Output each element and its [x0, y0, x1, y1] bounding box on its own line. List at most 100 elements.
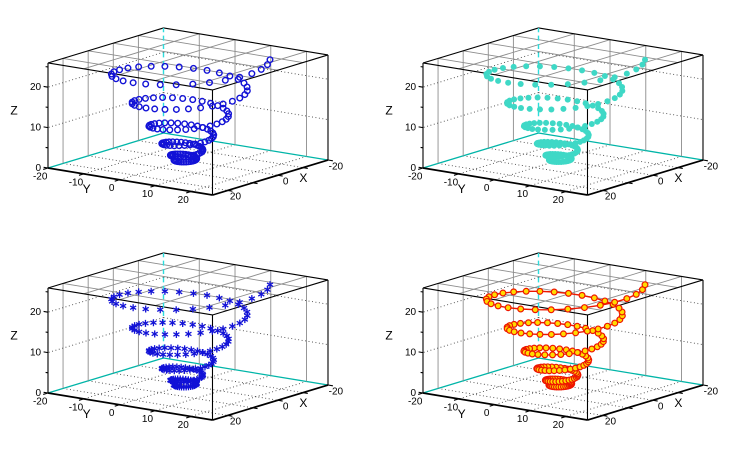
floor-back-edge	[47, 357, 164, 394]
spiral-marker	[526, 105, 533, 112]
y-tick	[150, 185, 156, 188]
y-tick	[525, 410, 531, 413]
spiral-marker	[189, 64, 197, 72]
spiral-marker	[187, 152, 195, 160]
y-tick	[186, 190, 192, 194]
top-grid-line	[155, 45, 271, 82]
top-grid-line	[190, 276, 307, 312]
spiral-marker	[522, 287, 530, 295]
spiral-marker	[159, 320, 166, 325]
spiral-marker	[165, 364, 173, 370]
spiral-marker	[222, 341, 230, 347]
x-tick	[677, 167, 683, 169]
wall-z-grid-line	[47, 51, 164, 88]
x-tick-label: 20	[230, 192, 242, 203]
spiral-marker	[135, 289, 143, 295]
spiral-marker	[495, 77, 502, 84]
spiral-marker	[534, 94, 541, 101]
spiral-marker	[181, 368, 188, 373]
spiral-marker	[543, 119, 550, 126]
spiral-marker	[175, 368, 183, 374]
top-grid-line	[155, 270, 271, 307]
y-tick-label: 10	[517, 414, 529, 425]
floor-grid-line	[565, 156, 682, 192]
spiral-marker	[549, 126, 556, 133]
x-axis-edge	[587, 384, 704, 421]
spiral-marker	[174, 345, 182, 351]
y-tick-label: 10	[517, 189, 529, 200]
y-tick	[78, 398, 84, 401]
spiral-marker	[257, 292, 265, 297]
y-tick-label: 20	[553, 420, 565, 431]
y-tick	[78, 173, 84, 176]
spiral-marker	[603, 322, 611, 330]
spiral-marker	[536, 287, 544, 295]
spiral-marker	[112, 301, 120, 307]
spiral-marker	[524, 319, 532, 327]
top-grid-line	[138, 260, 303, 289]
spiral-marker	[219, 330, 227, 336]
spiral-marker	[236, 320, 244, 326]
x-tick-label: 20	[605, 192, 617, 203]
spiral-marker	[142, 306, 150, 312]
spiral-marker	[156, 307, 164, 313]
spiral-series	[107, 56, 274, 166]
wall-z-grid-line	[163, 276, 329, 305]
spiral-marker	[240, 305, 248, 311]
spiral-marker	[564, 289, 572, 297]
spiral-marker	[119, 77, 127, 85]
spiral-marker	[499, 65, 506, 72]
y-tick-label: -10	[69, 402, 84, 413]
x-tick	[327, 159, 333, 162]
spiral-marker	[198, 97, 206, 105]
spiral-series	[482, 281, 649, 391]
spiral-marker	[161, 332, 169, 337]
spiral-marker	[240, 79, 248, 87]
x-tick-label: 0	[283, 402, 289, 413]
y-tick-label: -20	[33, 396, 48, 407]
spiral-marker	[266, 56, 274, 64]
spiral-marker	[135, 63, 143, 71]
x-tick	[302, 167, 308, 169]
y-axis-edge	[422, 167, 588, 196]
spiral-marker	[174, 126, 182, 134]
spiral-marker	[557, 350, 565, 358]
spiral-marker	[573, 349, 581, 357]
x-axis-label: X	[299, 396, 307, 410]
spiral-series	[108, 281, 274, 391]
spiral-marker	[197, 104, 205, 112]
spiral-marker	[601, 72, 608, 79]
spiral-marker	[487, 300, 495, 308]
spiral-marker	[204, 351, 211, 357]
spiral-marker	[499, 289, 507, 297]
x-tick	[652, 174, 658, 177]
spiral-marker	[565, 65, 572, 72]
spiral-marker	[173, 332, 180, 337]
top-grid-line	[513, 260, 678, 289]
wall-z-grid-line	[422, 276, 539, 313]
spiral-marker	[536, 106, 543, 113]
spiral-marker	[159, 126, 167, 134]
top-grid-line	[437, 57, 603, 86]
x-axis-edge	[212, 159, 329, 196]
spiral-marker	[541, 351, 549, 359]
x-tick	[627, 407, 633, 410]
spiral-marker	[236, 94, 244, 102]
y-axis-edge	[47, 167, 213, 196]
z-tick	[418, 166, 424, 169]
z-tick-label: 10	[405, 347, 417, 358]
spiral-marker	[257, 65, 265, 73]
spiral-marker	[505, 79, 512, 86]
spiral-marker	[149, 350, 157, 356]
top-grid-line	[190, 51, 307, 87]
z-tick	[43, 166, 49, 169]
spiral-marker	[525, 94, 532, 101]
spiral-marker	[266, 282, 274, 288]
spiral-marker	[529, 125, 536, 132]
spiral-marker	[219, 326, 227, 332]
spiral-marker	[601, 297, 609, 305]
spiral-marker	[544, 94, 551, 101]
